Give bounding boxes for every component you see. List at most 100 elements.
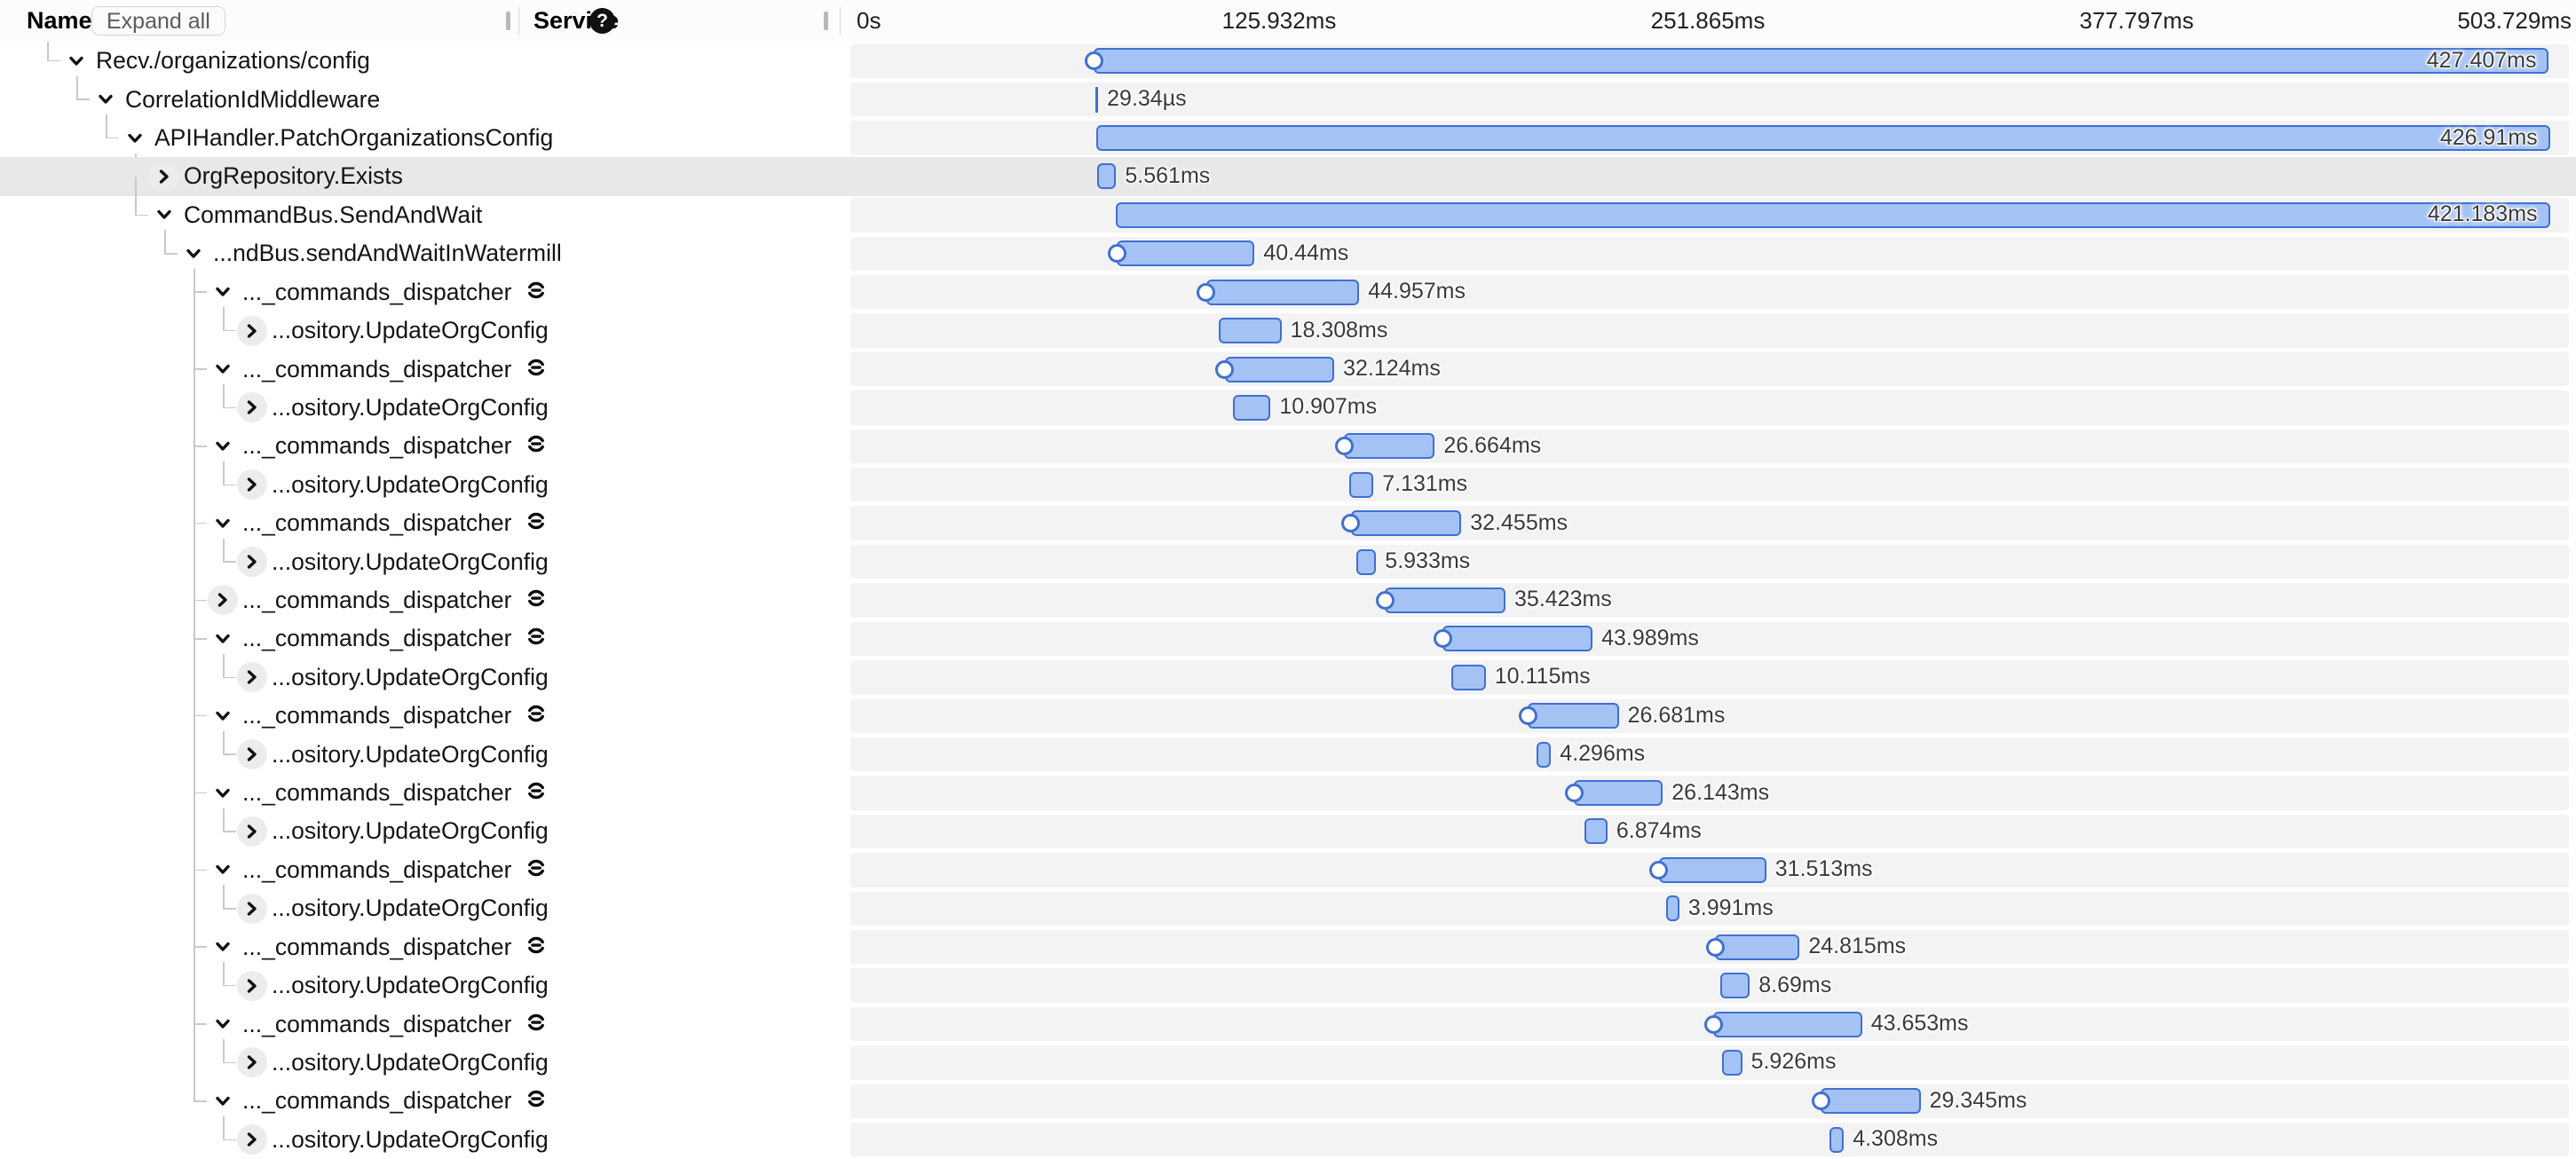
chevron-right-icon[interactable]	[237, 970, 267, 1001]
chevron-down-icon[interactable]	[208, 855, 238, 885]
span-link-icon[interactable]	[523, 855, 549, 886]
span-name[interactable]: ...ndBus.sendAndWaitInWatermill	[213, 240, 562, 267]
span-duration-bar[interactable]	[1344, 433, 1435, 460]
span-duration-bar[interactable]	[1219, 318, 1282, 344]
span-row[interactable]: ...ository.UpdateOrgConfig 10.907ms	[0, 389, 2576, 427]
chevron-down-icon[interactable]	[149, 200, 179, 230]
span-duration-bar[interactable]	[1355, 548, 1377, 575]
span-name[interactable]: ..._commands_dispatcher	[242, 1010, 512, 1037]
span-row[interactable]: ..._commands_dispatcher 26.681ms	[0, 697, 2576, 735]
span-link-icon[interactable]	[523, 585, 549, 616]
span-row[interactable]: ...ndBus.sendAndWaitInWatermill 40.44ms	[0, 234, 2576, 272]
chevron-down-icon[interactable]	[208, 624, 238, 654]
chevron-right-icon[interactable]	[237, 392, 267, 423]
chevron-down-icon[interactable]	[208, 932, 238, 962]
span-link-icon[interactable]	[523, 1085, 549, 1116]
column-resize-handle[interactable]	[824, 12, 828, 30]
span-duration-bar[interactable]	[1665, 895, 1679, 922]
span-duration-bar[interactable]	[1224, 356, 1335, 382]
span-name[interactable]: ...ository.UpdateOrgConfig	[272, 470, 549, 498]
chevron-right-icon[interactable]	[237, 547, 267, 578]
span-row[interactable]: ...ository.UpdateOrgConfig 18.308ms	[0, 311, 2576, 350]
span-row[interactable]: ...ository.UpdateOrgConfig 5.926ms	[0, 1044, 2576, 1082]
span-row[interactable]: ...ository.UpdateOrgConfig 10.115ms	[0, 658, 2576, 697]
span-name[interactable]: Recv./organizations/config	[96, 47, 370, 75]
span-duration-bar[interactable]	[1094, 48, 2549, 75]
span-link-icon[interactable]	[523, 354, 549, 385]
span-duration-bar[interactable]	[1095, 86, 1099, 113]
span-row[interactable]: ..._commands_dispatcher 35.423ms	[0, 581, 2576, 619]
span-row[interactable]: ..._commands_dispatcher 44.957ms	[0, 272, 2576, 311]
span-link-icon[interactable]	[523, 277, 549, 308]
expand-all-button[interactable]: Expand all	[91, 6, 225, 35]
chevron-right-icon[interactable]	[237, 1047, 267, 1078]
span-duration-bar[interactable]	[1233, 394, 1271, 421]
chevron-down-icon[interactable]	[208, 1009, 238, 1039]
span-duration-bar[interactable]	[1117, 240, 1255, 267]
span-link-icon[interactable]	[523, 700, 549, 731]
span-name[interactable]: ...ository.UpdateOrgConfig	[272, 663, 549, 690]
chevron-down-icon[interactable]	[61, 46, 91, 76]
span-row[interactable]: CorrelationIdMiddleware 29.34µs	[0, 80, 2576, 118]
span-duration-bar[interactable]	[1450, 664, 1486, 690]
chevron-right-icon[interactable]	[237, 1124, 267, 1155]
span-row[interactable]: ..._commands_dispatcher 43.989ms	[0, 619, 2576, 658]
span-link-icon[interactable]	[523, 623, 549, 654]
chevron-down-icon[interactable]	[208, 277, 238, 307]
span-duration-bar[interactable]	[1385, 587, 1506, 613]
span-link-icon[interactable]	[523, 1009, 549, 1040]
span-row[interactable]: ..._commands_dispatcher 26.664ms	[0, 427, 2576, 465]
chevron-right-icon[interactable]	[237, 315, 267, 346]
span-duration-bar[interactable]	[1719, 973, 1750, 999]
span-row[interactable]: ..._commands_dispatcher 31.513ms	[0, 851, 2576, 889]
span-name[interactable]: ..._commands_dispatcher	[242, 1087, 512, 1115]
chevron-right-icon[interactable]	[237, 816, 267, 847]
span-name[interactable]: ...ository.UpdateOrgConfig	[272, 393, 549, 421]
span-row[interactable]: ...ository.UpdateOrgConfig 3.991ms	[0, 889, 2576, 927]
span-duration-bar[interactable]	[1116, 201, 2550, 228]
span-duration-bar[interactable]	[1348, 471, 1374, 498]
span-duration-bar[interactable]	[1205, 279, 1360, 305]
span-row[interactable]: Recv./organizations/config 427.407ms	[0, 42, 2576, 80]
span-name[interactable]: ..._commands_dispatcher	[242, 432, 512, 460]
span-name[interactable]: ...ository.UpdateOrgConfig	[272, 972, 549, 999]
span-row[interactable]: ..._commands_dispatcher 24.815ms	[0, 928, 2576, 966]
span-row[interactable]: ..._commands_dispatcher 26.143ms	[0, 774, 2576, 812]
span-name[interactable]: ..._commands_dispatcher	[242, 779, 512, 807]
span-duration-bar[interactable]	[1097, 163, 1117, 190]
span-name[interactable]: ..._commands_dispatcher	[242, 702, 512, 729]
span-duration-bar[interactable]	[1574, 780, 1663, 807]
span-row[interactable]: ...ository.UpdateOrgConfig 4.308ms	[0, 1121, 2576, 1159]
span-name[interactable]: ..._commands_dispatcher	[242, 625, 512, 652]
span-duration-bar[interactable]	[1715, 934, 1800, 960]
span-duration-bar[interactable]	[1658, 856, 1766, 883]
span-row[interactable]: OrgRepository.Exists 5.561ms	[0, 157, 2576, 196]
chevron-right-icon[interactable]	[237, 893, 267, 924]
span-row[interactable]: ..._commands_dispatcher 32.124ms	[0, 350, 2576, 388]
column-resize-handle[interactable]	[506, 12, 510, 30]
span-row[interactable]: APIHandler.PatchOrganizationsConfig 426.9…	[0, 119, 2576, 157]
chevron-right-icon[interactable]	[149, 161, 179, 192]
span-name[interactable]: ...ository.UpdateOrgConfig	[272, 548, 549, 575]
span-name[interactable]: ..._commands_dispatcher	[242, 355, 512, 382]
span-duration-bar[interactable]	[1721, 1049, 1742, 1076]
span-name[interactable]: CorrelationIdMiddleware	[125, 85, 381, 113]
span-name[interactable]: CommandBus.SendAndWait	[184, 201, 483, 228]
span-duration-bar[interactable]	[1713, 1011, 1862, 1037]
span-link-icon[interactable]	[523, 430, 549, 461]
span-row[interactable]: CommandBus.SendAndWait 421.183ms	[0, 196, 2576, 234]
span-name[interactable]: ...ository.UpdateOrgConfig	[272, 817, 549, 845]
span-duration-bar[interactable]	[1829, 1126, 1845, 1153]
span-link-icon[interactable]	[523, 932, 549, 963]
span-name[interactable]: ...ository.UpdateOrgConfig	[272, 317, 549, 344]
span-name[interactable]: ..._commands_dispatcher	[242, 586, 512, 613]
span-duration-bar[interactable]	[1350, 510, 1462, 537]
span-row[interactable]: ...ository.UpdateOrgConfig 6.874ms	[0, 812, 2576, 850]
span-name[interactable]: ..._commands_dispatcher	[242, 855, 512, 883]
span-row[interactable]: ..._commands_dispatcher 29.345ms	[0, 1082, 2576, 1120]
span-duration-bar[interactable]	[1584, 818, 1608, 845]
span-link-icon[interactable]	[523, 508, 549, 539]
span-name[interactable]: APIHandler.PatchOrganizationsConfig	[154, 124, 554, 152]
chevron-down-icon[interactable]	[208, 778, 238, 808]
span-name[interactable]: ...ository.UpdateOrgConfig	[272, 1048, 549, 1076]
